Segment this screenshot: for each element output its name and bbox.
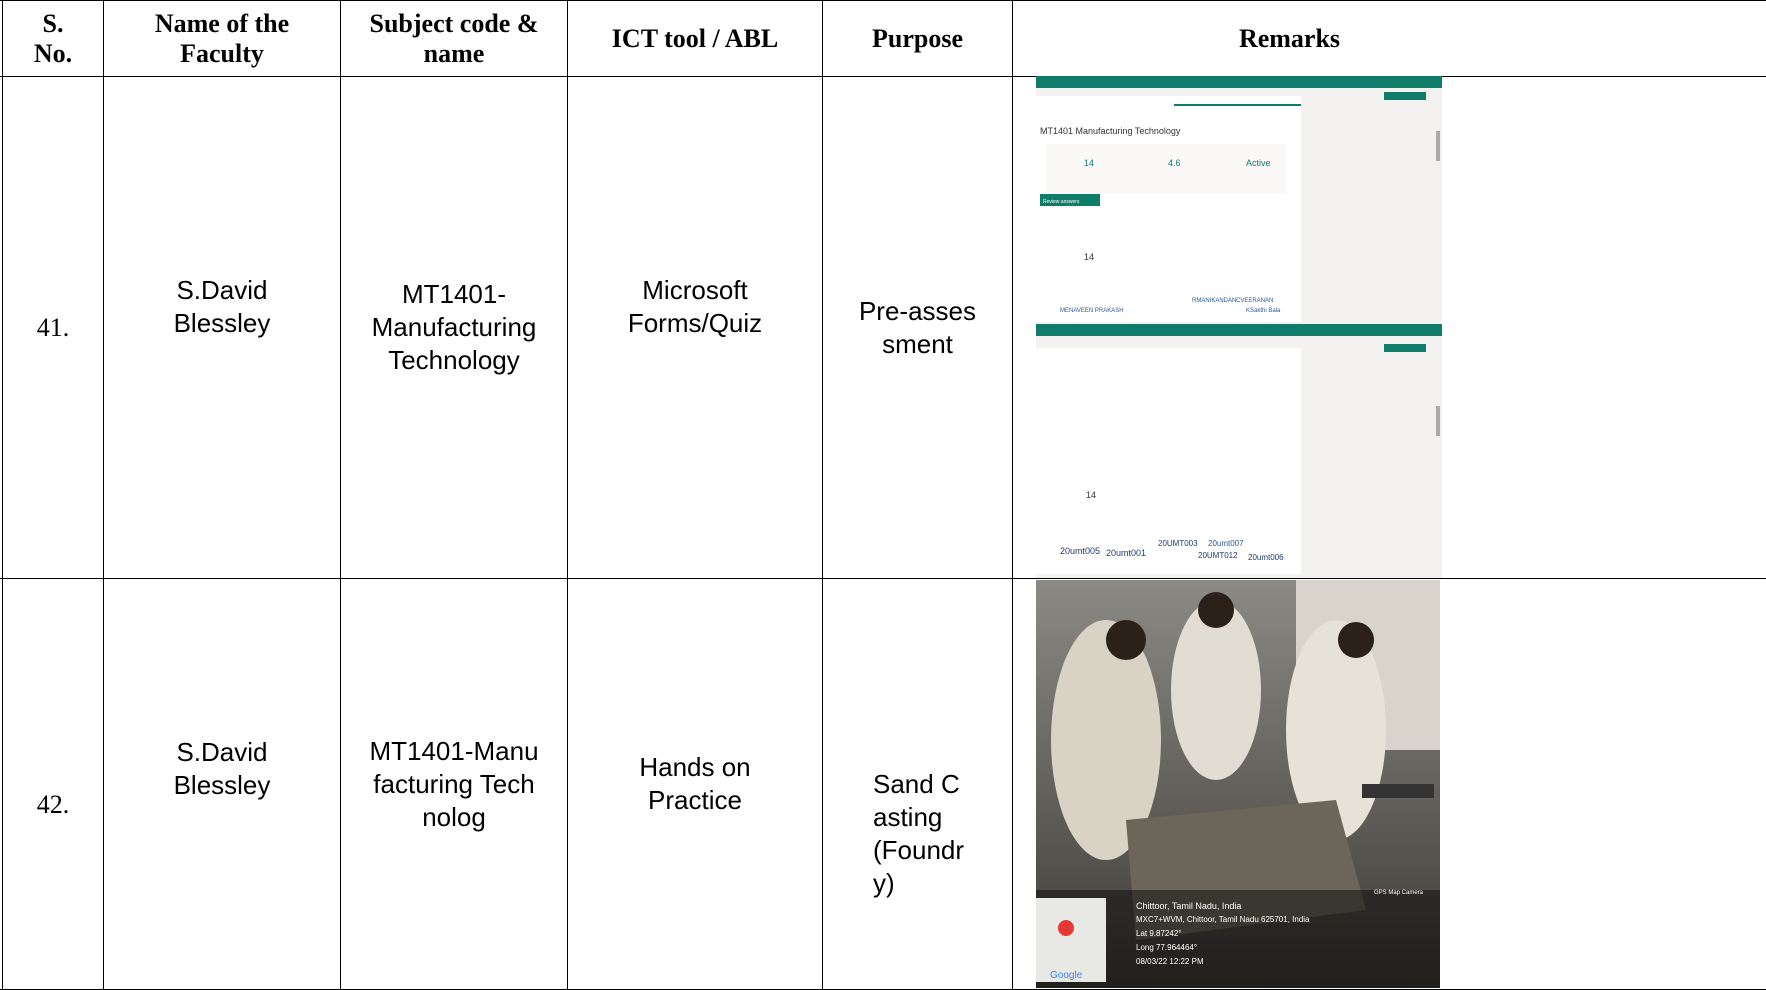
cell-text: Pre-assessment [858,295,977,359]
practice-photo: Google GPS Map Camera Chittoor, Tamil Na… [1036,580,1440,988]
border [1012,0,1013,990]
screenshot-text: 20umt007 [1208,539,1244,548]
forms-screenshot: MT1401 Manufacturing Technology 14 4.6 A… [1036,76,1442,578]
header-cell: Remarks [1013,1,1566,76]
cell-text: Purpose [872,23,963,53]
serial: 42. [3,579,103,989]
header-cell: Name of the Faculty [104,1,340,76]
screenshot-text: CVEERANAN [1236,298,1273,304]
faculty: S.David Blessley [104,579,340,989]
screenshot-text: RMANIKANDAN [1192,298,1236,304]
screenshot-text: 20umt005 [1060,546,1100,556]
border [2,0,3,990]
subject: MT1401-Manufacturing Technology [341,77,567,578]
border [0,0,1766,1]
header-cell: Subject code & name [341,1,567,76]
screenshot-text: MT1401 Manufacturing Technology [1040,126,1181,136]
cell-text: S. No. [33,8,73,68]
subject: MT1401-Manufacturing Technolog [341,579,567,989]
photo-text: GPS Map Camera [1374,890,1424,896]
purpose: Sand Casting (Foundry) [823,579,1012,989]
ict-tool: Microsoft Forms/Quiz [568,77,822,537]
screenshot-text: 14 [1084,158,1094,168]
photo-text: Lat 9.87242° [1136,929,1181,938]
photo-text: Chittoor, Tamil Nadu, India [1136,901,1241,911]
screenshot-text: Active [1246,158,1271,168]
faculty: S.David Blessley [104,77,340,537]
border [0,76,1766,77]
cell-text: Sand Casting (Foundry) [873,769,965,898]
photo-text: Google [1050,970,1083,981]
cell-text: Remarks [1238,23,1341,53]
screenshot-text: 20UMT012 [1198,551,1238,560]
border [822,0,823,990]
border [0,578,1766,579]
border [567,0,568,990]
screenshot-text: MENAVEEN PRAKASH [1060,308,1124,314]
cell-text: 42. [36,789,70,819]
screenshot-text: 14 [1084,252,1094,262]
screenshot-text: KSakthi Bala [1246,308,1281,314]
screenshot-text: 20UMT003 [1158,539,1198,548]
cell-text: MT1401-Manufacturing Technology [371,279,537,375]
ict-tool: Hands on Practice [568,579,822,989]
header-cell: S. No. [3,1,103,76]
border [103,0,104,990]
cell-text: ICT tool / ABL [611,23,779,53]
cell-text: Microsoft Forms/Quiz [627,275,763,338]
purpose: Pre-assessment [823,77,1012,578]
border [340,0,341,990]
screenshot-text: 4.6 [1168,158,1181,168]
screenshot-text: 20umt001 [1106,548,1146,558]
cell-text: S.David Blessley [173,737,271,800]
screenshot-text: Review answers [1043,199,1080,205]
photo-text: 08/03/22 12:22 PM [1136,957,1204,966]
cell-text: Hands on Practice [639,752,751,815]
cell-text: Name of the Faculty [154,8,290,68]
header-cell: ICT tool / ABL [568,1,822,76]
screenshot-text: 14 [1086,490,1096,500]
cell-text: 41. [36,313,70,342]
header-cell: Purpose [823,1,1012,76]
serial: 41. [3,77,103,578]
cell-text: MT1401-Manufacturing Technolog [369,735,539,832]
cell-text: S.David Blessley [173,275,271,338]
screenshot-text: 20umt006 [1248,553,1284,562]
photo-text: Long 77.964464° [1136,943,1197,952]
photo-text: MXC7+WVM, Chittoor, Tamil Nadu 625701, I… [1136,915,1310,924]
cell-text: Subject code & name [369,8,539,68]
